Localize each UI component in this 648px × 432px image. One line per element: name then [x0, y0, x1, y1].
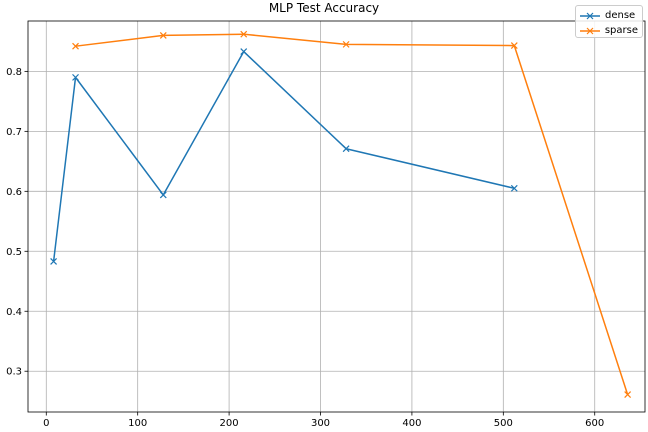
data-point-sparse [72, 42, 79, 50]
legend-label-dense: dense [605, 10, 636, 21]
data-point-sparse [159, 31, 167, 39]
x-tick-label: 400 [402, 418, 421, 429]
legend-label-sparse: sparse [604, 25, 638, 36]
data-point-dense [50, 258, 58, 265]
x-tick-label: 100 [128, 418, 147, 429]
legend: dense sparse [575, 5, 643, 38]
data-point-dense [72, 73, 79, 81]
grid [28, 21, 645, 412]
axes [24, 20, 646, 416]
data-point-dense [510, 184, 518, 192]
x-tick-label: 200 [220, 418, 239, 429]
y-tick-label: 0.4 [6, 307, 22, 318]
series-line-sparse [75, 33, 629, 395]
data-point-sparse [240, 30, 248, 38]
series-dense [50, 48, 518, 265]
data-point-dense [240, 48, 248, 56]
series-line-dense [52, 50, 515, 262]
legend-entry-dense: dense [580, 8, 638, 23]
legend-swatch-sparse [580, 27, 600, 34]
axes-frame [27, 20, 646, 413]
legend-entry-sparse: sparse [580, 23, 638, 38]
y-tick-label: 0.7 [6, 127, 22, 138]
data-point-sparse [624, 391, 632, 399]
y-tick-label: 0.3 [6, 367, 22, 378]
data-point-sparse [510, 42, 518, 50]
x-tick-label: 600 [585, 418, 604, 429]
chart-title: MLP Test Accuracy [268, 1, 380, 15]
data-point-dense [342, 145, 350, 153]
y-tick-label: 0.5 [6, 247, 22, 258]
y-tick-label: 0.8 [6, 67, 22, 78]
series-layer [50, 30, 632, 399]
series-sparse [72, 30, 632, 399]
x-tick-label: 300 [311, 418, 330, 429]
x-tick-label: 500 [494, 418, 513, 429]
data-point-dense [159, 191, 167, 199]
legend-swatch-dense [580, 12, 600, 19]
y-tick-label: 0.6 [6, 187, 22, 198]
tick-labels: 0 100 200 300 400 500 600 0.3 0.4 0.5 0.6 0.7 0.8 [6, 67, 604, 429]
x-tick-label: 0 [43, 418, 49, 429]
data-point-sparse [342, 40, 350, 48]
